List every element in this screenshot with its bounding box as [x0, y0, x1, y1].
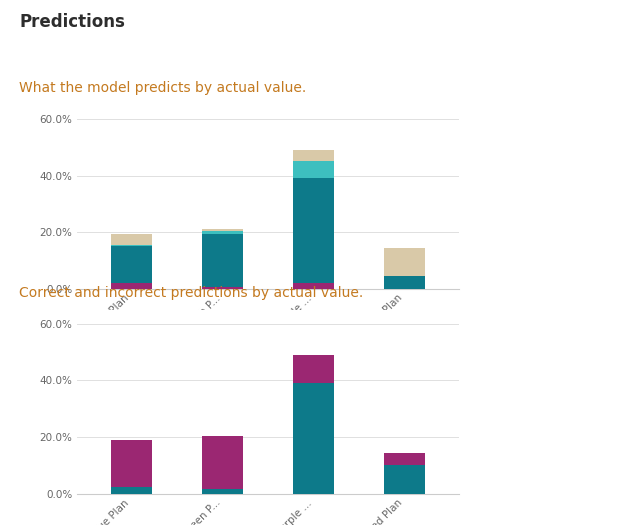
Bar [293, 282, 334, 289]
Bar [111, 246, 152, 283]
Bar [111, 245, 152, 246]
Text: What the model predicts by actual value.: What the model predicts by actual value. [19, 81, 306, 96]
Bar [202, 287, 243, 289]
Bar [202, 234, 243, 287]
Bar [202, 436, 243, 489]
Bar [111, 283, 152, 289]
Bar [202, 489, 243, 493]
Bar [111, 234, 152, 245]
Bar [293, 161, 334, 178]
Bar [384, 453, 425, 465]
Bar [111, 440, 152, 487]
Bar [293, 150, 334, 161]
Bar [111, 487, 152, 494]
Text: Predictions: Predictions [19, 13, 125, 31]
Text: Correct and incorrect predictions by actual value.: Correct and incorrect predictions by act… [19, 286, 364, 300]
Bar [293, 355, 334, 383]
Bar [293, 178, 334, 282]
Bar [384, 276, 425, 289]
Bar [384, 465, 425, 493]
Bar [202, 229, 243, 231]
Bar [384, 248, 425, 276]
Bar [293, 383, 334, 494]
Bar [202, 231, 243, 234]
